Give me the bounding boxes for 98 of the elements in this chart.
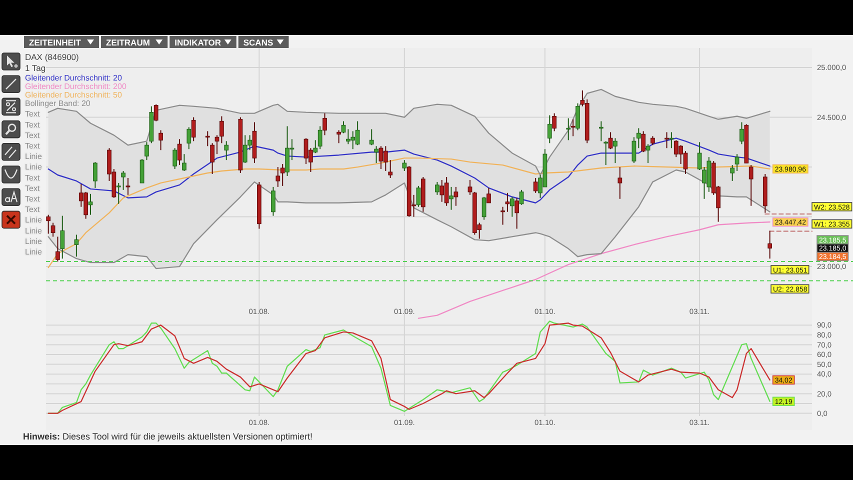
candlestick	[158, 130, 163, 151]
candlestick	[56, 236, 60, 262]
candlestick	[608, 132, 613, 150]
candlestick	[224, 140, 229, 161]
candlestick	[468, 179, 472, 196]
candlestick	[210, 142, 214, 174]
candlestick	[632, 136, 636, 164]
candlestick	[748, 164, 754, 206]
candlestick	[144, 142, 149, 161]
text: Hinweis: Dieses Tool wird für die jeweils aktuellsten Versionen optimiert!	[23, 431, 312, 442]
candlestick	[140, 158, 144, 184]
candlestick	[505, 192, 510, 212]
candlestick	[280, 164, 285, 186]
candlestick	[322, 112, 327, 136]
candlestick	[177, 138, 182, 166]
candlestick	[402, 160, 407, 172]
candlestick	[318, 126, 322, 150]
candlestick	[154, 104, 158, 122]
text: Gleitender Durchschnitt: 50	[25, 90, 122, 100]
dropdown-button: ZEITEINHEIT	[24, 36, 99, 48]
candlestick	[271, 186, 276, 216]
text: Text	[25, 194, 40, 204]
candlestick	[182, 154, 186, 172]
candlestick	[383, 146, 388, 172]
candlestick	[664, 132, 669, 149]
candlestick	[510, 196, 514, 218]
candlestick	[214, 134, 220, 155]
candlestick	[46, 214, 51, 234]
candlestick	[552, 112, 556, 132]
text: Linie	[25, 226, 42, 236]
candlestick	[570, 118, 576, 137]
text: Text	[25, 120, 40, 130]
text: Gleitender Durchschnitt: 20	[25, 74, 122, 83]
candlestick	[116, 182, 121, 204]
candlestick	[730, 164, 735, 182]
candlestick	[313, 140, 318, 154]
candlestick	[74, 234, 79, 258]
candlestick	[740, 122, 744, 145]
candlestick	[341, 120, 346, 134]
text: Linie	[25, 162, 42, 172]
candlestick	[336, 130, 341, 144]
text: Linie	[25, 236, 42, 246]
line-series	[418, 221, 770, 319]
dropdown-button: INDIKATOR	[170, 36, 236, 48]
candlestick	[646, 144, 650, 164]
candlestick	[576, 102, 580, 131]
dropdown-button: SCANS	[238, 36, 289, 48]
candlestick	[374, 146, 378, 164]
candlestick	[599, 120, 604, 142]
candlestick	[641, 130, 646, 153]
text: Text	[25, 110, 40, 119]
candlestick	[435, 181, 440, 196]
candlestick	[618, 166, 622, 200]
candlestick	[220, 116, 224, 144]
candlestick	[416, 185, 421, 208]
candlestick	[734, 154, 740, 172]
text: Text	[25, 130, 40, 140]
candlestick	[449, 186, 454, 210]
candlestick	[533, 177, 538, 194]
candlestick	[388, 160, 393, 178]
text: Gleitender Durchschnitt: 200	[25, 82, 127, 92]
candlestick	[60, 215, 65, 260]
text: Text	[25, 142, 40, 150]
candlestick	[519, 189, 524, 206]
series-label: Bollinger Band: 20	[25, 99, 91, 108]
candlestick	[514, 197, 520, 230]
candlestick	[486, 187, 491, 204]
text: Text	[25, 184, 40, 193]
candlestick	[547, 114, 552, 144]
candlestick	[191, 116, 196, 142]
candlestick	[205, 130, 210, 147]
text: Text	[25, 205, 40, 214]
text: 1 Tag	[25, 63, 46, 73]
candlestick	[369, 128, 374, 146]
line-series	[48, 138, 770, 204]
candlestick	[126, 177, 130, 196]
candlestick	[669, 132, 674, 149]
candlestick	[186, 126, 192, 150]
candlestick	[768, 230, 772, 260]
candlestick	[93, 162, 98, 188]
candlestick	[613, 138, 618, 164]
text: Text	[25, 173, 40, 182]
candlestick	[121, 170, 126, 190]
candlestick	[172, 148, 178, 170]
candlestick	[454, 186, 458, 206]
candlestick	[276, 166, 280, 188]
candlestick	[50, 222, 56, 238]
candlestick	[604, 140, 608, 166]
candlestick	[566, 118, 571, 141]
candlestick	[636, 128, 641, 149]
candlestick	[482, 196, 486, 220]
text: Linie	[25, 216, 42, 225]
text: Linie	[25, 152, 42, 162]
dropdown-button: ZEITRAUM	[101, 36, 168, 48]
candlestick	[88, 193, 93, 216]
text: Linie	[25, 248, 42, 256]
candlestick	[500, 206, 505, 226]
text: DAX (846900)	[25, 52, 80, 62]
